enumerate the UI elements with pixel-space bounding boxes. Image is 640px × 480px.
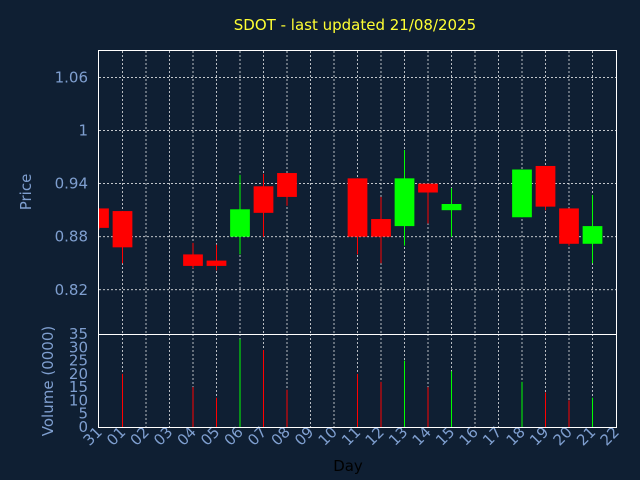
volume-tick-label: 35 bbox=[69, 325, 88, 343]
candle-body bbox=[230, 209, 250, 237]
candle-body bbox=[559, 208, 579, 244]
price-tick-label: 1 bbox=[78, 122, 88, 140]
volume-tick-label: 5 bbox=[78, 405, 88, 423]
candle-body bbox=[535, 165, 556, 207]
volume-bars bbox=[122, 339, 593, 427]
candle-body bbox=[512, 169, 532, 218]
candle-body bbox=[418, 183, 438, 193]
candle-body bbox=[277, 173, 297, 197]
price-tick-label: 0.88 bbox=[55, 228, 88, 246]
chart-title: SDOT - last updated 21/08/2025 bbox=[234, 16, 476, 34]
candle-body bbox=[99, 208, 109, 228]
price-tick-label: 0.94 bbox=[55, 175, 88, 193]
candle-body bbox=[582, 226, 603, 244]
volume-tick-label: 0 bbox=[78, 418, 88, 436]
volume-tick-label: 20 bbox=[69, 365, 88, 383]
price-tick-label: 0.82 bbox=[55, 281, 88, 299]
x-axis-label: Day bbox=[333, 457, 363, 475]
volume-tick-label: 30 bbox=[69, 338, 88, 356]
candle-body bbox=[394, 178, 415, 227]
volume-tick-label: 15 bbox=[69, 378, 88, 396]
candle-body bbox=[441, 203, 462, 211]
candle-body bbox=[347, 178, 368, 237]
volume-tick-label: 25 bbox=[69, 352, 88, 370]
candles bbox=[98, 150, 603, 271]
volume-panel-frame bbox=[98, 334, 617, 428]
price-axis-label: Price bbox=[17, 174, 35, 211]
price-tick-label: 1.06 bbox=[55, 69, 88, 87]
volume-axis-label: Volume (0000) bbox=[39, 326, 57, 436]
candle-body bbox=[112, 211, 133, 248]
candle-body bbox=[206, 260, 227, 266]
candle-body bbox=[253, 186, 274, 213]
candle-body bbox=[371, 219, 391, 237]
candle-body bbox=[183, 254, 203, 266]
volume-tick-label: 10 bbox=[69, 391, 88, 409]
price-ticks: 1.06 1 0.94 0.88 0.82 bbox=[55, 69, 88, 299]
